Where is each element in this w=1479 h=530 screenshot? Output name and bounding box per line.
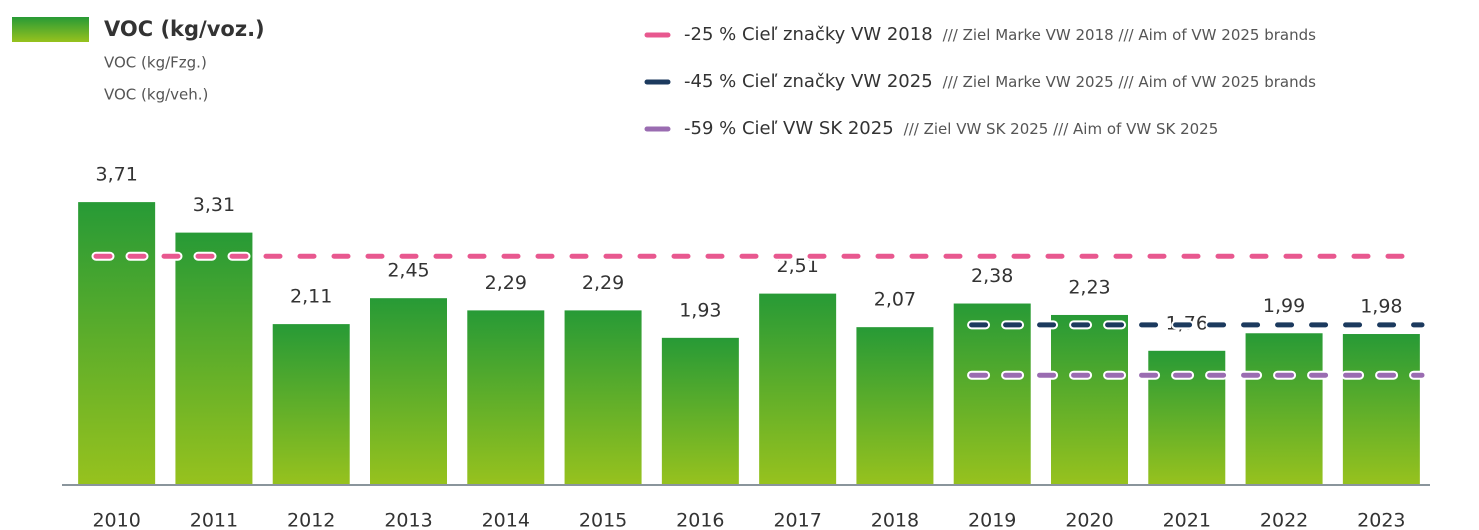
bar xyxy=(1342,334,1420,485)
value-label: 2,45 xyxy=(387,260,429,282)
value-label: 2,07 xyxy=(874,289,916,311)
x-tick-label: 2010 xyxy=(92,510,140,530)
bar xyxy=(272,324,350,485)
bar xyxy=(370,298,447,485)
bar xyxy=(953,303,1031,485)
x-tick-label: 2011 xyxy=(190,510,238,530)
x-tick-label: 2016 xyxy=(676,510,724,530)
value-label: 1,98 xyxy=(1360,296,1402,318)
legend-note: /// Ziel Marke VW 2025 /// Aim of VW 202… xyxy=(943,73,1316,91)
bar xyxy=(78,202,156,486)
legend-name: -45 % Cieľ značky VW 2025 xyxy=(684,71,933,92)
bar xyxy=(467,310,545,485)
legend-note: /// Ziel VW SK 2025 /// Aim of VW SK 202… xyxy=(904,120,1219,138)
bar xyxy=(1245,333,1323,485)
legend-subtitle: VOC (kg/Fzg.) xyxy=(104,54,207,72)
legend-title: VOC (kg/voz.) xyxy=(104,17,265,41)
legend-note: /// Ziel Marke VW 2018 /// Aim of VW 202… xyxy=(943,26,1316,44)
legend-label: -45 % Cieľ značky VW 2025 /// Ziel Marke … xyxy=(684,71,1316,92)
legend-name: -25 % Cieľ značky VW 2018 xyxy=(684,24,933,45)
value-label: 2,23 xyxy=(1068,276,1110,298)
bar xyxy=(1051,314,1128,485)
x-tick-label: 2017 xyxy=(773,510,821,530)
value-label: 2,29 xyxy=(582,272,624,294)
x-tick-label: 2015 xyxy=(579,510,627,530)
legend-swatch xyxy=(12,17,89,42)
x-tick-label: 2014 xyxy=(482,510,530,530)
value-label: 1,93 xyxy=(679,299,721,321)
value-label: 2,38 xyxy=(971,265,1013,287)
legend-label: -59 % Cieľ VW SK 2025 /// Ziel VW SK 2025… xyxy=(684,118,1218,139)
x-tick-label: 2019 xyxy=(968,510,1016,530)
bar xyxy=(564,310,642,485)
value-label: 3,71 xyxy=(95,164,137,186)
value-label: 3,31 xyxy=(193,194,235,216)
x-tick-label: 2018 xyxy=(871,510,919,530)
legend-subtitle: VOC (kg/veh.) xyxy=(104,86,208,104)
legend-label: -25 % Cieľ značky VW 2018 /// Ziel Marke … xyxy=(684,24,1316,45)
x-tick-label: 2021 xyxy=(1163,510,1211,530)
legend-name: -59 % Cieľ VW SK 2025 xyxy=(684,118,894,139)
bar xyxy=(661,337,739,485)
value-label: 1,99 xyxy=(1263,295,1305,317)
value-label: 2,11 xyxy=(290,286,332,308)
bar xyxy=(856,327,934,485)
value-label: 2,29 xyxy=(485,272,527,294)
x-tick-label: 2020 xyxy=(1065,510,1113,530)
x-tick-label: 2022 xyxy=(1260,510,1308,530)
x-tick-label: 2023 xyxy=(1357,510,1405,530)
bar xyxy=(175,232,253,485)
x-tick-label: 2012 xyxy=(287,510,335,530)
bar xyxy=(759,293,837,485)
x-tick-label: 2013 xyxy=(384,510,432,530)
